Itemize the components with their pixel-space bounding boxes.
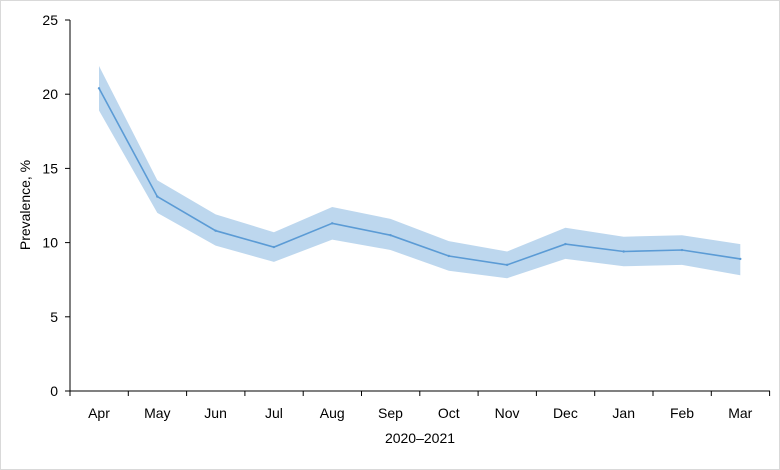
data-point-may	[156, 195, 159, 198]
x-tick-label: Aug	[320, 405, 345, 421]
x-axis: Apr May Jun Jul Aug Sep Oct Nov Dec Jan Feb Mar	[69, 390, 771, 421]
y-tick-label: 20	[42, 86, 58, 102]
x-tick-label: Nov	[495, 405, 520, 421]
y-tick-label: 5	[50, 309, 58, 325]
x-tick-label: Feb	[670, 405, 694, 421]
x-tick-label: Mar	[728, 405, 752, 421]
data-point-jul	[272, 245, 276, 249]
data-point-jan	[622, 250, 625, 253]
y-tick-label: 25	[42, 12, 58, 28]
x-tick-label: Sep	[378, 405, 403, 421]
data-point-sep	[389, 233, 392, 237]
x-axis-title: 2020–2021	[385, 430, 455, 446]
data-point-dec	[564, 242, 567, 246]
y-axis: 0 5 10 15 20 25	[42, 12, 71, 399]
y-axis-title: Prevalence, %	[17, 160, 33, 250]
data-point-nov	[505, 263, 509, 267]
confidence-band	[99, 66, 741, 279]
data-points	[97, 87, 742, 267]
x-tick-label: Oct	[438, 405, 460, 421]
x-tick-label: May	[144, 405, 170, 421]
data-point-oct	[447, 254, 450, 258]
data-point-aug	[331, 222, 334, 225]
y-tick-label: 15	[42, 160, 58, 176]
x-tick-label: Apr	[88, 405, 110, 421]
x-tick-label: Jun	[204, 405, 227, 421]
data-point-feb	[680, 248, 684, 252]
x-tick-label: Dec	[553, 405, 578, 421]
y-tick-label: 0	[50, 383, 58, 399]
data-point-jun	[214, 229, 217, 232]
data-point-mar	[739, 257, 742, 261]
y-tick-label: 10	[42, 235, 58, 251]
x-tick-label: Jan	[612, 405, 635, 421]
series-line	[98, 87, 741, 266]
data-point-apr	[97, 87, 101, 90]
x-tick-label: Jul	[265, 405, 283, 421]
